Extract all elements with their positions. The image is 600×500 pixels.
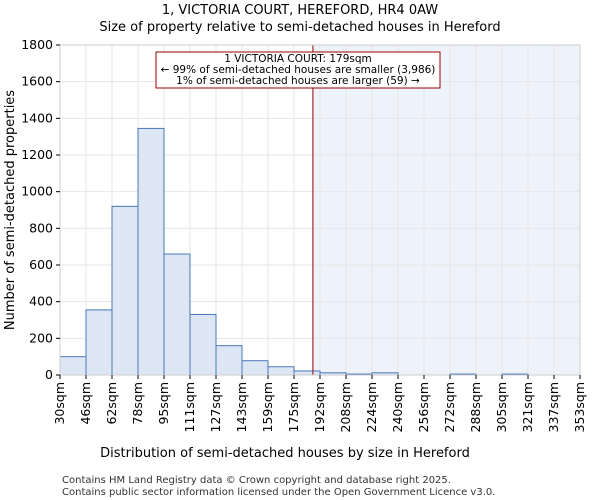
histogram-bar — [215, 345, 243, 376]
histogram-bar — [59, 356, 87, 376]
y-tick-label: 400 — [29, 294, 53, 309]
y-tick-label: 1000 — [21, 184, 53, 199]
x-tick-label: 305sqm — [494, 382, 509, 432]
annotation-box: 1 VICTORIA COURT: 179sqm ← 99% of semi-d… — [155, 51, 441, 89]
x-tick-label: 175sqm — [286, 382, 301, 432]
x-tick-label: 288sqm — [468, 382, 483, 432]
y-axis-label: Number of semi-detached properties — [3, 90, 18, 330]
histogram-bar — [137, 127, 165, 376]
annotation-line3: 1% of semi-detached houses are larger (5… — [176, 75, 420, 87]
x-tick-label: 127sqm — [208, 382, 223, 432]
histogram-bar — [241, 360, 269, 376]
y-tick-label: 0 — [45, 367, 53, 382]
histogram-bar — [85, 309, 113, 376]
x-tick-label: 224sqm — [364, 382, 379, 432]
annotation-line1: 1 VICTORIA COURT: 179sqm — [224, 53, 372, 65]
y-tick-label: 1600 — [21, 74, 53, 89]
annotation-border — [155, 51, 441, 89]
y-tick-label: 800 — [29, 220, 53, 235]
chart-title-line2: Size of property relative to semi-detach… — [99, 20, 500, 35]
y-tick-label: 1400 — [21, 110, 53, 125]
x-tick-label: 192sqm — [312, 382, 327, 432]
x-tick-label: 208sqm — [338, 382, 353, 432]
y-tick-label: 600 — [29, 257, 53, 272]
histogram-bar — [111, 205, 139, 376]
y-tick-label: 200 — [29, 330, 53, 345]
x-tick-label: 256sqm — [416, 382, 431, 432]
highlight-region — [312, 45, 580, 375]
x-tick-label: 111sqm — [182, 382, 197, 432]
histogram-bar — [163, 253, 191, 376]
x-tick-label: 159sqm — [260, 382, 275, 432]
x-tick-label: 46sqm — [78, 382, 93, 425]
y-tick-label: 1200 — [21, 147, 53, 162]
histogram-bar — [293, 370, 321, 376]
x-tick-label: 240sqm — [390, 382, 405, 432]
x-tick-label: 95sqm — [156, 382, 171, 425]
x-axis-label: Distribution of semi-detached houses by … — [100, 446, 470, 461]
x-tick-label: 337sqm — [546, 382, 561, 432]
x-tick-label: 78sqm — [130, 382, 145, 425]
histogram-bar — [267, 366, 295, 376]
y-tick-label: 1800 — [21, 37, 53, 52]
footer-line2: Contains public sector information licen… — [62, 487, 495, 498]
x-tick-label: 321sqm — [520, 382, 535, 432]
x-tick-label: 30sqm — [52, 382, 67, 425]
plot-area: 0 200 400 600 800 1000 1200 1400 1600 1800 30sqm 46… — [21, 37, 587, 432]
histogram-bar — [189, 314, 217, 376]
chart-title-line1: 1, VICTORIA COURT, HEREFORD, HR4 0AW — [162, 3, 438, 18]
x-tick-label: 353sqm — [572, 382, 587, 432]
x-tick-label: 143sqm — [234, 382, 249, 432]
x-tick-label: 272sqm — [442, 382, 457, 432]
x-tick-label: 62sqm — [104, 382, 119, 425]
annotation-line2: ← 99% of semi-detached houses are smalle… — [161, 64, 436, 76]
footer-line1: Contains HM Land Registry data © Crown c… — [62, 475, 451, 486]
